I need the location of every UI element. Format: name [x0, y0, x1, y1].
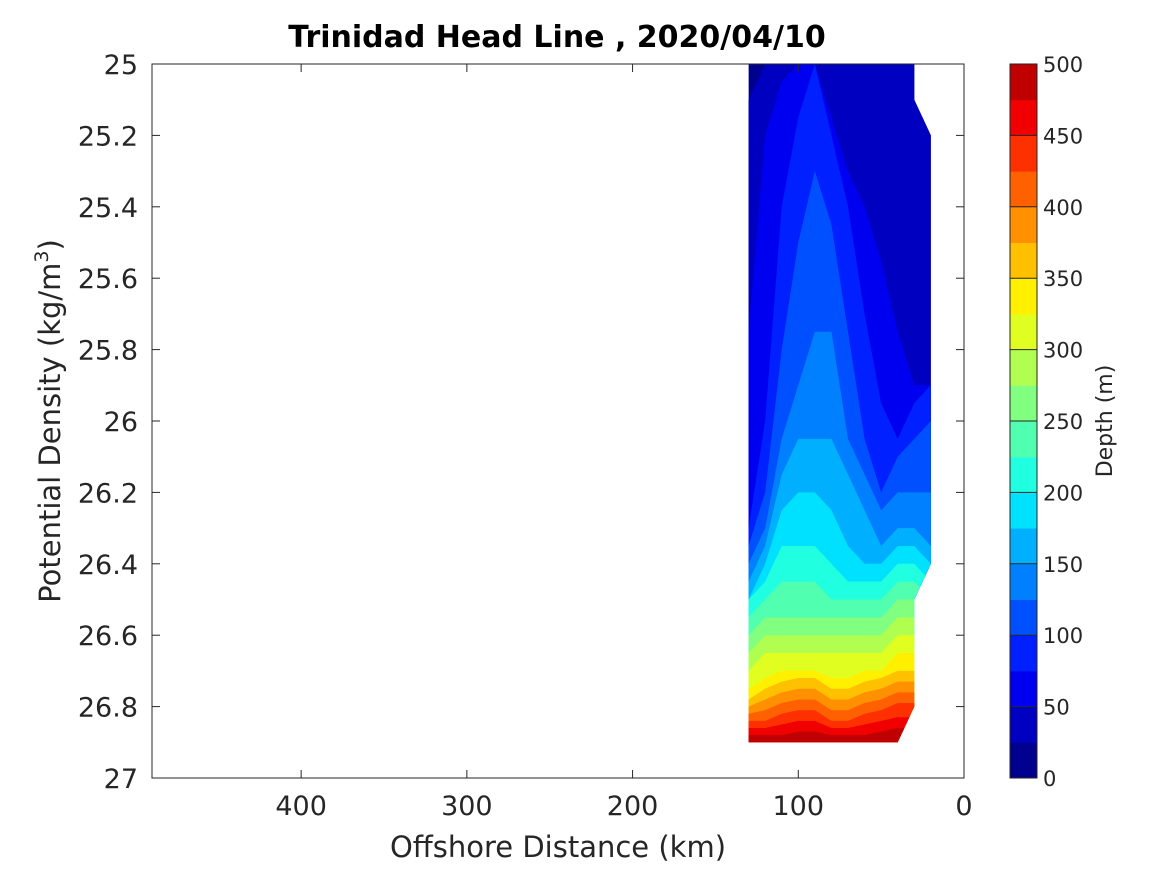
- colorbar-swatch: [1010, 670, 1037, 708]
- colorbar-tick-label: 300: [1043, 339, 1083, 363]
- colorbar-swatch: [1010, 64, 1037, 101]
- colorbar-tick-label: 250: [1043, 410, 1083, 434]
- y-axis-label-suffix: ): [33, 239, 67, 250]
- colorbar-tick-label: 400: [1043, 196, 1083, 220]
- y-tick-label: 25: [104, 50, 138, 81]
- colorbar-swatch: [1010, 706, 1037, 743]
- x-tick-label: 0: [955, 791, 972, 822]
- y-tick-label: 26.2: [78, 478, 138, 509]
- colorbar-swatch: [1010, 385, 1037, 422]
- colorbar-swatch: [1010, 492, 1037, 529]
- x-tick-label: 400: [275, 791, 327, 822]
- colorbar-swatch: [1010, 421, 1037, 458]
- y-tick-label: 26.6: [78, 621, 138, 652]
- y-tick-label: 25.2: [78, 121, 138, 152]
- colorbar-swatch: [1010, 171, 1037, 208]
- colorbar-tick-label: 350: [1043, 267, 1083, 291]
- colorbar-label: Depth (m): [1093, 365, 1118, 478]
- colorbar-swatch: [1010, 742, 1037, 779]
- colorbar-tick-label: 450: [1043, 124, 1083, 148]
- x-tick-label: 100: [773, 791, 825, 822]
- colorbar-swatch: [1010, 635, 1037, 672]
- x-axis-ticks: 400 300 200 100 0: [275, 64, 973, 822]
- contour-band: [748, 728, 931, 743]
- y-tick-label: 26.4: [78, 550, 138, 581]
- y-axis-label-superscript: 3: [31, 250, 53, 262]
- colorbar-tick-label: 100: [1043, 624, 1083, 648]
- colorbar-tick-label: 0: [1043, 767, 1056, 791]
- y-tick-label: 26: [104, 407, 138, 438]
- colorbar-tick-label: 500: [1043, 53, 1083, 77]
- y-tick-label: 27: [104, 764, 138, 795]
- y-axis-label: Potential Density (kg/m3): [31, 239, 67, 603]
- colorbar-swatch: [1010, 99, 1037, 136]
- colorbar-swatch: [1010, 349, 1037, 386]
- y-axis-ticks: 25 25.2 25.4 25.6 25.8 26 26.2 26.4 26.6 26.8 27: [78, 50, 964, 795]
- contour-fill: [748, 64, 931, 743]
- y-tick-label: 25.8: [78, 336, 138, 367]
- x-tick-label: 200: [607, 791, 659, 822]
- colorbar-swatch: [1010, 456, 1037, 493]
- colorbar-swatch: [1010, 242, 1037, 279]
- colorbar-tick-label: 200: [1043, 481, 1083, 505]
- y-axis-label-main: Potential Density (kg/m: [33, 263, 67, 603]
- chart-title: Trinidad Head Line , 2020/04/10: [288, 20, 825, 55]
- colorbar-tick-label: 150: [1043, 553, 1083, 577]
- y-tick-label: 26.8: [78, 693, 138, 724]
- colorbar-swatch: [1010, 599, 1037, 636]
- colorbar-swatch: [1010, 206, 1037, 243]
- x-tick-label: 300: [441, 791, 493, 822]
- colorbar-swatch: [1010, 563, 1037, 600]
- y-tick-label: 25.4: [78, 193, 138, 224]
- colorbar-tick-label: 50: [1043, 696, 1070, 720]
- x-axis-label: Offshore Distance (km): [390, 830, 726, 864]
- colorbar-swatch: [1010, 135, 1037, 172]
- colorbar-swatch: [1010, 528, 1037, 565]
- y-tick-label: 25.6: [78, 264, 138, 295]
- colorbar-swatch: [1010, 278, 1037, 315]
- colorbar: 0 50 100 150 200 250 300 350 400 450 500: [1009, 53, 1083, 791]
- colorbar-swatch: [1010, 313, 1037, 351]
